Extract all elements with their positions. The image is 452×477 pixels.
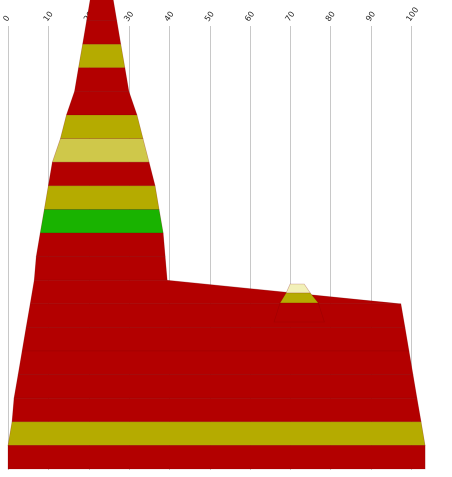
band-4 (74, 67, 130, 92)
x-tick-label-80: 80 (324, 10, 337, 24)
band-13 (29, 279, 401, 305)
band-1 (86, 0, 118, 21)
band-10 (39, 209, 164, 234)
band-2 (82, 20, 122, 45)
x-tick-label-0: 0 (1, 14, 11, 23)
band-5 (65, 91, 138, 116)
x-tick-label-50: 50 (203, 10, 216, 24)
band-12 (33, 256, 168, 281)
x-tick-label-100: 100 (404, 5, 420, 23)
band-14 (25, 303, 406, 328)
band-17 (13, 374, 418, 399)
x-tick-label-30: 30 (122, 10, 135, 24)
x-tick-label-10: 10 (42, 10, 55, 24)
x-tick-label-40: 40 (162, 10, 175, 24)
x-tick-label-60: 60 (243, 10, 256, 24)
band-7 (51, 138, 150, 163)
band-20 (7, 445, 426, 470)
band-9 (43, 185, 160, 210)
band-15 (21, 327, 410, 352)
band-18 (11, 397, 422, 423)
band-11 (35, 232, 166, 257)
side-peak-band-2 (279, 292, 319, 304)
side-peak-band-1 (285, 283, 311, 294)
band-19 (7, 421, 426, 446)
x-tick-label-90: 90 (364, 10, 377, 24)
x-axis-tick-labels: 0102030405060708090100 (1, 5, 420, 23)
band-3 (78, 43, 126, 69)
side-peak-band-3 (273, 302, 325, 323)
x-tick-label-70: 70 (283, 10, 296, 24)
side-peak-stack (273, 283, 325, 323)
band-6 (60, 114, 144, 139)
band-16 (17, 350, 414, 375)
main-band-stack (7, 0, 426, 470)
band-8 (47, 161, 156, 187)
